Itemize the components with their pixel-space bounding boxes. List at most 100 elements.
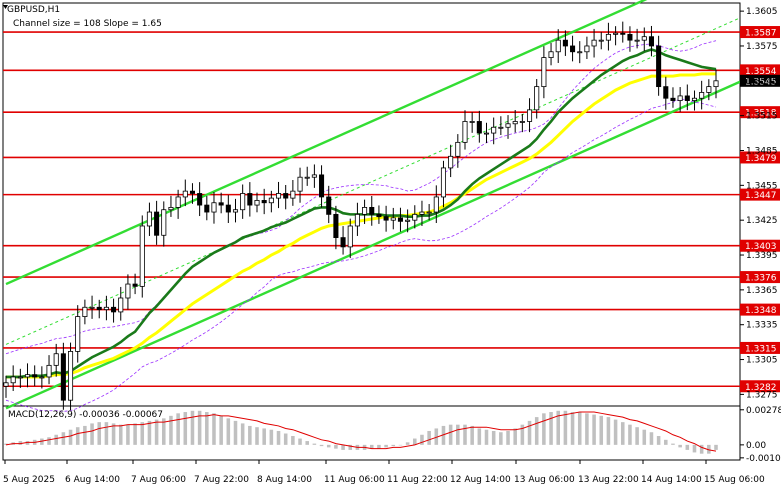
candle-body <box>68 351 74 401</box>
candle-body <box>577 51 583 54</box>
candle-body <box>39 376 45 379</box>
candle-body <box>519 121 525 123</box>
candle-body <box>397 217 403 222</box>
candle-body <box>132 283 138 287</box>
y-tick-label: 1.3305 <box>746 356 778 366</box>
macd-histogram-bar <box>40 438 44 445</box>
macd-histogram-bar <box>61 432 66 445</box>
candle-body <box>376 213 382 218</box>
candle-body <box>648 36 654 47</box>
x-tick-label: 6 Aug 14:00 <box>65 475 120 485</box>
bollinger-upper-line <box>5 40 717 355</box>
macd-histogram-bar <box>405 442 410 445</box>
macd-histogram-bar <box>377 444 381 449</box>
macd-histogram-bar <box>577 412 582 445</box>
candle-body <box>656 45 662 88</box>
x-tick-label: 14 Aug 14:00 <box>641 475 702 485</box>
macd-histogram-bar <box>664 439 668 445</box>
candle-body <box>182 190 188 198</box>
macd-histogram-bar <box>491 430 496 445</box>
candle-body <box>691 97 698 101</box>
macd-histogram-bar <box>298 438 302 445</box>
level-label-bg-1.3315 <box>740 341 780 354</box>
macd-histogram-bar <box>527 420 532 445</box>
candle-body <box>354 213 360 227</box>
main-plot-frame <box>2 2 741 461</box>
candle-body <box>340 237 346 248</box>
y-tick-label: 1.3275 <box>746 390 778 400</box>
candle-body <box>139 225 145 287</box>
macd-histogram-bar <box>642 429 647 445</box>
macd-histogram-bar <box>599 415 604 445</box>
macd-histogram-bar <box>176 413 180 445</box>
macd-histogram-bar <box>477 428 482 445</box>
level-label-1.3315: 1.3315 <box>745 344 777 354</box>
candle-body <box>82 306 88 317</box>
macd-histogram-bar <box>334 444 338 449</box>
candle-body <box>60 353 66 401</box>
macd-histogram-bar <box>197 410 202 445</box>
macd-histogram-bar <box>441 425 446 445</box>
macd-histogram-bar <box>348 444 353 450</box>
chart-symbol-title: GBPUSD,H1 <box>7 5 60 15</box>
candle-body <box>211 202 217 213</box>
level-label-bg-1.3282 <box>740 380 780 393</box>
candle-body <box>240 193 246 211</box>
candle-body <box>383 216 389 221</box>
candle-body <box>433 196 439 213</box>
candle-body <box>498 126 504 129</box>
macd-histogram-bar <box>97 422 102 445</box>
current-price-label: 1.3545 <box>745 77 777 87</box>
macd-histogram-bar <box>262 428 266 445</box>
macd-histogram-bar <box>326 444 331 448</box>
candle-body <box>53 353 59 366</box>
macd-histogram-bar <box>212 413 216 445</box>
current-price-bg <box>740 74 780 87</box>
candle-body <box>333 213 339 238</box>
macd-y-tick-label: -0.00103 <box>746 454 781 464</box>
macd-histogram-bar <box>4 443 8 445</box>
candle-body <box>706 86 712 93</box>
candle-body <box>634 39 640 42</box>
macd-histogram-bar <box>520 424 525 445</box>
candle-body <box>462 121 468 143</box>
level-label-1.3376: 1.3376 <box>745 274 777 284</box>
macd-histogram-bar <box>714 444 718 450</box>
title-dropdown-icon[interactable] <box>3 5 8 9</box>
macd-histogram-bar <box>592 414 596 445</box>
candle-body <box>713 80 719 88</box>
y-tick-label: 1.3515 <box>746 112 778 122</box>
macd-y-tick-label: 0.00 <box>746 441 766 451</box>
macd-histogram-bar <box>169 415 173 445</box>
candle-body <box>455 141 461 157</box>
macd-histogram-bar <box>549 412 553 445</box>
candle-body <box>118 297 124 313</box>
macd-histogram-bar <box>513 428 517 445</box>
candle-body <box>613 32 619 35</box>
candle-body <box>591 39 597 47</box>
candle-body <box>534 86 540 111</box>
macd-histogram-bar <box>190 410 195 445</box>
candle-body <box>10 376 16 384</box>
macd-histogram-bar <box>434 428 439 445</box>
channel-upper-line <box>5 0 648 286</box>
macd-histogram-bar <box>671 443 675 445</box>
x-tick-label: 5 Aug 2025 <box>3 475 55 485</box>
candle-body <box>232 209 239 213</box>
candle-body <box>699 92 705 99</box>
macd-histogram-bar <box>563 410 568 445</box>
macd-histogram-bar <box>707 444 711 454</box>
level-label-bg-1.3518 <box>740 106 780 119</box>
candle-body <box>440 167 447 198</box>
macd-histogram-bar <box>18 441 23 445</box>
macd-histogram-bar <box>305 441 309 445</box>
macd-histogram-bar <box>219 415 223 445</box>
level-label-1.3282: 1.3282 <box>745 383 777 393</box>
macd-histogram-bar <box>183 412 188 445</box>
candle-body <box>598 39 604 42</box>
level-label-bg-1.3447 <box>740 188 780 201</box>
macd-histogram-bar <box>269 429 274 445</box>
x-tick-label: 13 Aug 06:00 <box>514 475 575 485</box>
macd-histogram-bar <box>463 424 467 445</box>
candle-body <box>419 211 425 215</box>
